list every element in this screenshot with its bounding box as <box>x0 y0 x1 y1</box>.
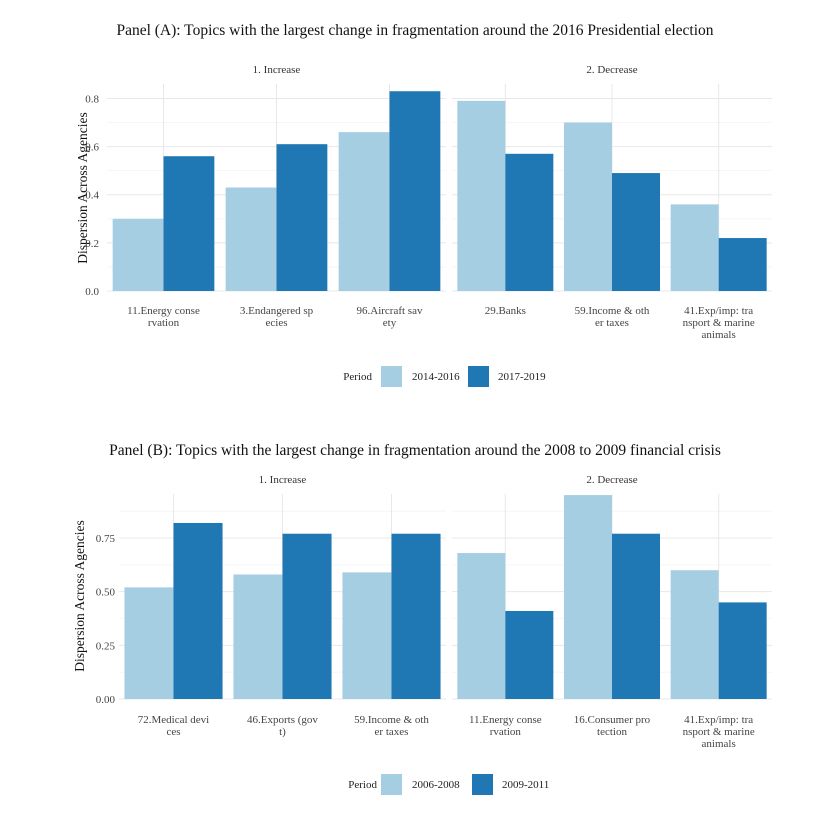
x-tick-label: nsport & marine <box>683 726 755 738</box>
facet-strip-label: 1. Increase <box>259 474 307 486</box>
x-tick-label: ety <box>383 317 397 329</box>
legend-title: Period <box>343 371 372 383</box>
x-tick-label: 59.Income & oth <box>575 305 650 317</box>
bar-2017-2019-cat3 <box>389 91 441 291</box>
bar-2009-2011-cat3 <box>391 533 441 699</box>
y-tick-label: 0.75 <box>96 533 116 545</box>
bar-2017-2019-cat2 <box>276 144 328 291</box>
x-tick-label: 11.Energy conse <box>127 305 200 317</box>
y-tick-label: 0.00 <box>96 694 116 706</box>
bar-2009-2011-cat3 <box>718 602 767 699</box>
y-tick-label: 0.8 <box>85 93 99 105</box>
bar-2006-2008-cat1 <box>124 587 174 699</box>
x-tick-label: er taxes <box>375 726 409 738</box>
legend-swatch <box>381 774 402 795</box>
x-tick-label: rvation <box>490 726 522 738</box>
legend-label: 2014-2016 <box>412 371 460 383</box>
facet-strip-label: 2. Decrease <box>586 474 637 486</box>
x-tick-label: 16.Consumer pro <box>574 714 651 726</box>
bar-2014-2016-cat3 <box>670 204 719 291</box>
facet-strip-label: 1. Increase <box>253 64 301 76</box>
legend: Period 2006-2008 2009-2011 <box>348 774 549 795</box>
x-tick-label: 11.Energy conse <box>469 714 542 726</box>
legend-label: 2009-2011 <box>502 779 549 791</box>
chart-title: Panel (B): Topics with the largest chang… <box>109 442 721 459</box>
y-axis-label: Dispersion Across Agencies <box>75 112 90 263</box>
legend-swatch <box>472 774 493 795</box>
y-tick-label: 0.4 <box>85 190 99 202</box>
x-tick-label: nsport & marine <box>683 317 755 329</box>
bar-2014-2016-cat3 <box>338 132 390 291</box>
legend-swatch <box>381 366 402 387</box>
bar-2006-2008-cat2 <box>564 495 612 699</box>
bar-2017-2019-cat1 <box>163 156 215 291</box>
legend-swatch <box>468 366 489 387</box>
y-tick-label: 0.50 <box>96 587 116 599</box>
bar-2017-2019-cat1 <box>505 153 554 291</box>
x-tick-label: ecies <box>266 317 288 329</box>
x-tick-label: 41.Exp/imp: tra <box>684 305 753 317</box>
y-tick-label: 0.0 <box>85 286 99 298</box>
bar-2017-2019-cat3 <box>718 238 767 291</box>
bar-2009-2011-cat1 <box>505 610 554 699</box>
x-tick-label: animals <box>702 738 736 750</box>
bar-2009-2011-cat1 <box>173 522 223 699</box>
x-tick-label: 72.Medical devi <box>138 714 209 726</box>
chart-title: Panel (A): Topics with the largest chang… <box>116 22 713 39</box>
legend-title: Period <box>348 779 377 791</box>
x-tick-label: animals <box>702 329 736 341</box>
facet-strip-label: 2. Decrease <box>586 64 637 76</box>
x-tick-label: 59.Income & oth <box>354 714 429 726</box>
bar-2017-2019-cat2 <box>612 173 660 291</box>
x-tick-label: 96.Aircraft sav <box>357 305 423 317</box>
y-tick-label: 0.6 <box>85 142 99 154</box>
legend: Period 2014-2016 2017-2019 <box>343 366 546 387</box>
bar-2014-2016-cat1 <box>457 100 506 291</box>
bar-2006-2008-cat3 <box>670 570 719 699</box>
chart-panel-b: Panel (B): Topics with the largest chang… <box>72 442 772 795</box>
x-tick-label: ces <box>166 726 180 738</box>
x-tick-label: 29.Banks <box>485 305 526 317</box>
x-tick-label: t) <box>279 726 286 738</box>
x-tick-label: 41.Exp/imp: tra <box>684 714 753 726</box>
y-tick-label: 0.25 <box>96 640 116 652</box>
x-tick-label: 46.Exports (gov <box>247 714 318 726</box>
bar-2006-2008-cat1 <box>457 553 506 699</box>
bar-2014-2016-cat1 <box>112 218 164 291</box>
x-tick-label: 3.Endangered sp <box>240 305 314 317</box>
chart-panel-a: Panel (A): Topics with the largest chang… <box>75 22 772 387</box>
y-axis-label: Dispersion Across Agencies <box>72 520 87 671</box>
bar-2014-2016-cat2 <box>564 122 612 291</box>
x-tick-label: er taxes <box>595 317 629 329</box>
legend-label: 2006-2008 <box>412 779 460 791</box>
x-tick-label: tection <box>597 726 627 738</box>
bar-2009-2011-cat2 <box>282 533 332 699</box>
x-tick-label: rvation <box>148 317 180 329</box>
legend-label: 2017-2019 <box>498 371 546 383</box>
y-tick-label: 0.2 <box>85 238 99 250</box>
bar-2009-2011-cat2 <box>612 533 660 699</box>
bar-2006-2008-cat2 <box>233 574 283 699</box>
bar-2014-2016-cat2 <box>225 187 277 291</box>
bar-2006-2008-cat3 <box>342 572 392 699</box>
